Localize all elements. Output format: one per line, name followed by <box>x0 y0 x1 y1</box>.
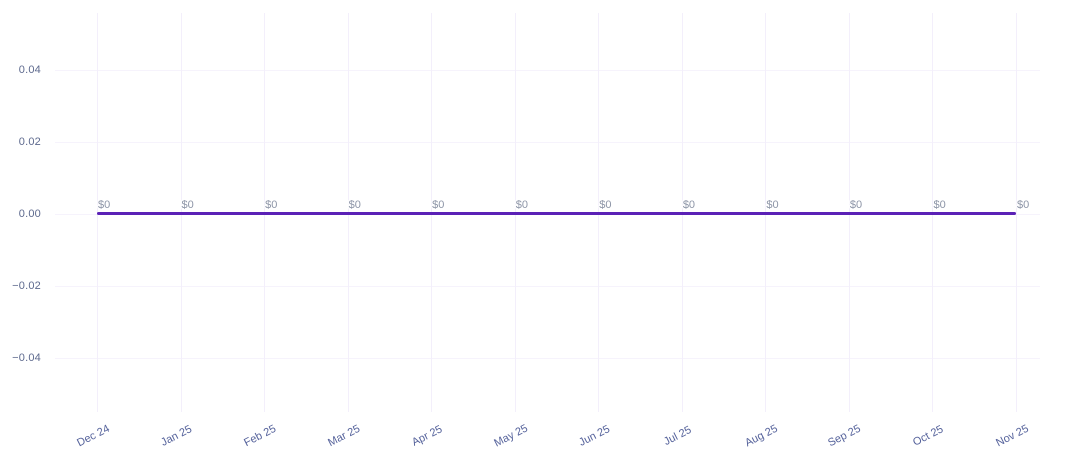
point-value-label: $0 <box>766 199 779 211</box>
y-axis-tick-label: −0.02 <box>12 280 41 292</box>
x-axis-tick-text: Jul 25 <box>662 423 694 449</box>
gridline-vertical <box>1016 13 1017 412</box>
gridline-horizontal <box>55 358 1040 359</box>
point-value-label: $0 <box>1017 199 1030 211</box>
point-value-label: $0 <box>181 199 194 211</box>
y-axis-tick-label: 0.02 <box>18 136 41 148</box>
point-value-label: $0 <box>682 199 696 211</box>
x-axis-tick-text: Jan 25 <box>159 423 194 449</box>
x-axis-tick-text: Nov 25 <box>993 422 1031 450</box>
x-axis-tick-text: Oct 25 <box>911 423 946 449</box>
point-value-label: $0 <box>98 199 111 211</box>
x-axis-tick-text: Apr 25 <box>410 423 445 449</box>
point-value-label: $0 <box>432 199 445 211</box>
gridline-horizontal <box>55 286 1040 287</box>
point-value-label: $0 <box>849 199 863 211</box>
x-axis-tick-text: Jun 25 <box>576 423 612 449</box>
x-axis-tick-text: Feb 25 <box>242 422 279 450</box>
series-line <box>97 211 1016 215</box>
x-axis-tick-text: May 25 <box>491 422 530 450</box>
point-value-label: $0 <box>933 199 946 211</box>
gridline-horizontal <box>55 70 1040 71</box>
x-axis-tick-text: Dec 24 <box>74 422 112 450</box>
x-axis-tick-text: Mar 25 <box>325 422 362 450</box>
x-axis-tick-text: Sep 25 <box>826 422 864 450</box>
point-value-label: $0 <box>265 199 278 211</box>
y-axis-tick-label: 0.04 <box>18 64 41 76</box>
gridline-horizontal <box>55 142 1040 143</box>
point-value-label: $0 <box>515 199 528 211</box>
x-axis-tick-text: Aug 25 <box>743 422 780 450</box>
y-axis-tick-label: 0.00 <box>18 208 41 220</box>
y-axis-tick-label: −0.04 <box>12 352 41 364</box>
point-value-label: $0 <box>599 199 612 211</box>
point-value-label: $0 <box>348 199 361 211</box>
